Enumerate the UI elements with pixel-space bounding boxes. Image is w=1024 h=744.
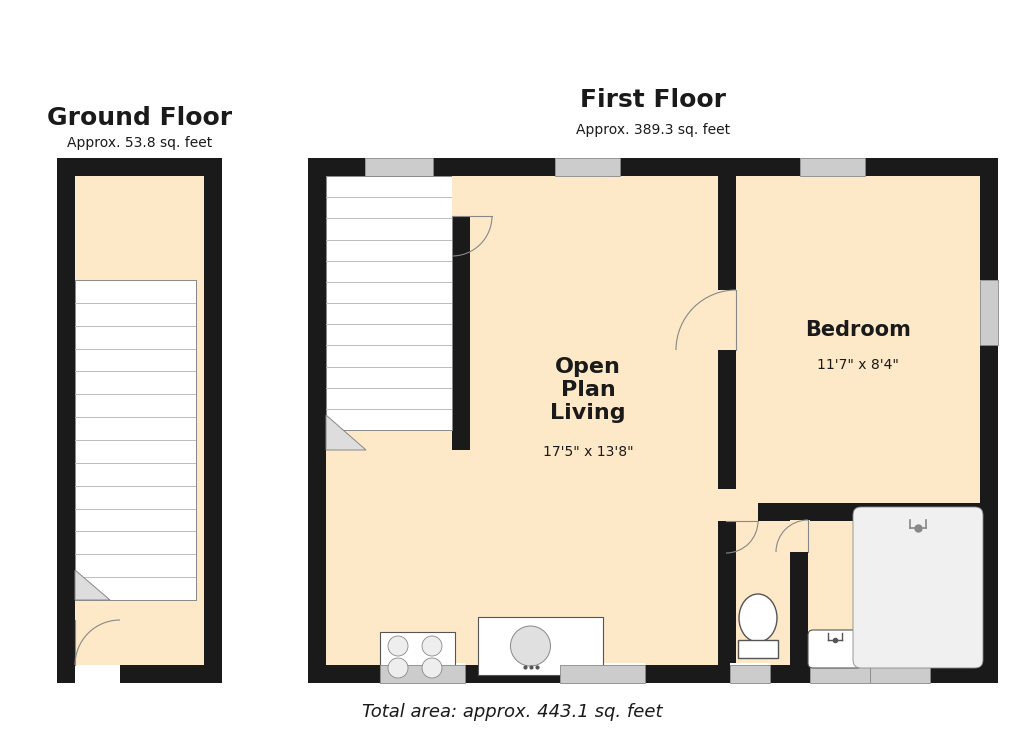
Text: 17'5" x 13'8": 17'5" x 13'8"	[543, 445, 633, 459]
Bar	[800, 156, 865, 176]
Bar	[980, 280, 1000, 345]
Bar	[730, 663, 770, 683]
Bar	[308, 158, 998, 683]
Bar	[810, 663, 870, 683]
Bar	[326, 176, 452, 430]
Bar	[365, 158, 433, 176]
Text: Approx. 389.3 sq. feet: Approx. 389.3 sq. feet	[575, 123, 730, 137]
Bar	[560, 663, 645, 683]
Text: Open
Plan
Living: Open Plan Living	[550, 357, 626, 423]
Bar	[555, 156, 620, 176]
Bar	[718, 176, 736, 665]
Bar	[380, 663, 465, 683]
Bar	[452, 176, 470, 450]
Bar	[738, 640, 778, 658]
Text: Total area: approx. 443.1 sq. feet: Total area: approx. 443.1 sq. feet	[361, 703, 663, 721]
Circle shape	[422, 636, 442, 656]
Circle shape	[422, 658, 442, 678]
Circle shape	[388, 658, 408, 678]
Text: First Floor: First Floor	[580, 88, 726, 112]
Bar	[326, 176, 980, 665]
Text: Bedroom: Bedroom	[805, 320, 911, 340]
Bar	[326, 412, 452, 430]
Bar	[380, 632, 455, 682]
Bar	[790, 503, 808, 665]
Bar	[57, 158, 222, 683]
FancyBboxPatch shape	[853, 507, 983, 668]
Bar	[75, 280, 196, 600]
Bar	[555, 158, 620, 176]
Bar	[75, 665, 120, 683]
Bar	[718, 489, 738, 521]
Bar	[856, 510, 980, 665]
Text: Ground Floor: Ground Floor	[47, 106, 232, 130]
Bar	[790, 520, 810, 552]
Bar	[870, 665, 930, 683]
Bar	[718, 503, 980, 521]
Bar	[800, 158, 865, 176]
Circle shape	[511, 626, 551, 666]
Text: 11'7" x 8'4": 11'7" x 8'4"	[817, 358, 899, 372]
Circle shape	[388, 636, 408, 656]
Bar	[365, 156, 433, 176]
Bar	[718, 290, 738, 350]
Bar	[452, 176, 471, 216]
Bar	[726, 501, 758, 521]
Bar	[560, 665, 645, 683]
Polygon shape	[326, 415, 366, 450]
Bar	[980, 280, 998, 345]
Bar	[730, 665, 770, 683]
Bar	[870, 663, 930, 683]
Bar	[380, 665, 465, 683]
Bar	[478, 617, 603, 675]
FancyBboxPatch shape	[808, 630, 862, 668]
Bar	[810, 665, 870, 683]
Polygon shape	[75, 570, 110, 600]
Bar	[75, 176, 204, 665]
Text: Approx. 53.8 sq. feet: Approx. 53.8 sq. feet	[67, 136, 212, 150]
Ellipse shape	[739, 594, 777, 642]
